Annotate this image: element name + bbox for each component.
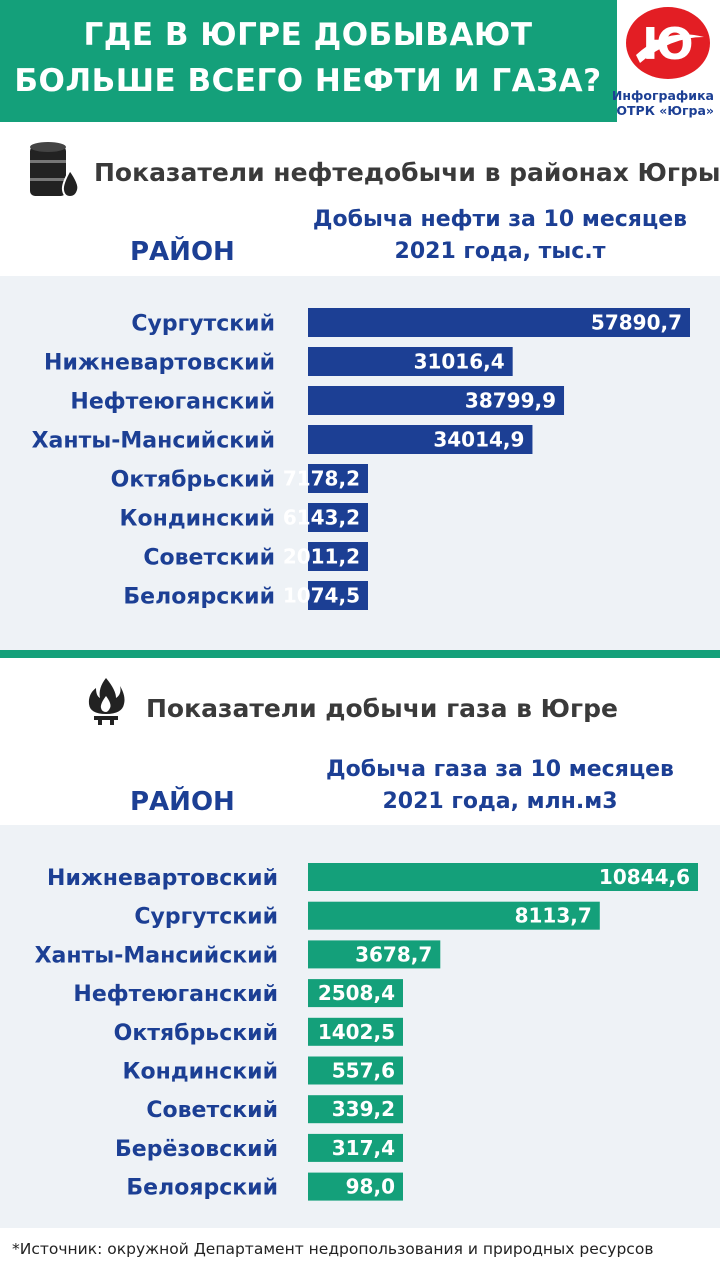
bar-value-label: 1074,5 xyxy=(283,584,360,608)
category-label: Ханты-Мансийский xyxy=(32,429,275,454)
bar-value-label: 6143,2 xyxy=(283,506,360,530)
oil-column-label: РАЙОН xyxy=(130,237,235,267)
bar-value-label: 2011,2 xyxy=(283,545,360,569)
oil-barrel-icon xyxy=(26,140,82,204)
gas-column-label: РАЙОН xyxy=(130,787,235,817)
bar-value-label: 34014,9 xyxy=(433,428,524,452)
logo-caption: Инфографика ОТРК «Югра» xyxy=(612,88,714,118)
bar xyxy=(308,901,600,930)
gas-value-header-line1: Добыча газа за 10 месяцев xyxy=(326,757,674,782)
page-title-line1: ГДЕ В ЮГРЕ ДОБЫВАЮТ xyxy=(83,17,533,53)
category-label: Белоярский xyxy=(126,1176,278,1201)
gas-value-header: Добыча газа за 10 месяцев 2021 года, млн… xyxy=(300,754,700,818)
bar xyxy=(308,863,698,891)
category-label: Берёзовский xyxy=(115,1137,278,1162)
bar xyxy=(308,464,368,493)
category-label: Советский xyxy=(143,546,275,571)
bar-value-label: 10844,6 xyxy=(599,865,690,889)
header-banner: ГДЕ В ЮГРЕ ДОБЫВАЮТ БОЛЬШЕ ВСЕГО НЕФТИ И… xyxy=(0,0,720,122)
category-label: Октябрьский xyxy=(111,468,275,493)
section-divider xyxy=(0,650,720,658)
category-label: Нефтеюганский xyxy=(70,390,275,415)
category-label: Нижневартовский xyxy=(47,866,278,891)
bar xyxy=(308,979,403,1008)
page-title-line2: БОЛЬШЕ ВСЕГО НЕФТИ И ГАЗА? xyxy=(14,63,602,99)
bar xyxy=(308,1017,403,1046)
bar-value-label: 8113,7 xyxy=(515,904,592,928)
bar-value-label: 98,0 xyxy=(346,1175,395,1199)
category-label: Белоярский xyxy=(123,585,275,610)
bar-value-label: 31016,4 xyxy=(414,350,505,374)
gas-section-title: Показатели добычи газа в Югре xyxy=(146,694,618,723)
gas-value-header-line2: 2021 года, млн.м3 xyxy=(382,789,618,814)
bar xyxy=(308,347,513,376)
bar xyxy=(308,1133,403,1162)
bar xyxy=(308,940,441,969)
bar xyxy=(308,308,690,337)
bar-value-label: 1402,5 xyxy=(318,1020,395,1044)
logo-letter: Ю xyxy=(642,19,694,70)
category-label: Ханты-Мансийский xyxy=(35,943,278,968)
bar-value-label: 2508,4 xyxy=(318,981,395,1005)
bar-value-label: 317,4 xyxy=(332,1136,395,1160)
logo-caption-line1: Инфографика xyxy=(611,88,714,103)
oil-value-header-line2: 2021 года, тыс.т xyxy=(394,239,606,264)
bar-value-label: 3678,7 xyxy=(355,942,432,966)
gas-bar-chart: Нижневартовский 10844,6 Сургутский 8113,7 Ха… xyxy=(35,863,698,1201)
category-label: Кондинский xyxy=(123,1060,278,1085)
category-label: Нефтеюганский xyxy=(73,982,278,1007)
category-label: Октябрьский xyxy=(114,1021,278,1046)
bar-value-label: 7178,2 xyxy=(283,467,360,491)
bar xyxy=(308,1095,403,1124)
oil-bar-chart: Сургутский 57890,7 Нижневартовский 31016,4 Н… xyxy=(32,308,690,610)
source-note: *Источник: окружной Департамент недропол… xyxy=(12,1240,654,1258)
bar xyxy=(308,581,368,610)
bar xyxy=(308,425,533,454)
oil-value-header-line1: Добыча нефти за 10 месяцев xyxy=(312,207,688,232)
category-label: Советский xyxy=(146,1098,278,1123)
category-label: Сургутский xyxy=(134,905,278,930)
logo: Ю Инфографика ОТРК «Югра» xyxy=(612,0,720,122)
bar xyxy=(308,386,565,415)
oil-value-header: Добыча нефти за 10 месяцев 2021 года, ты… xyxy=(300,204,700,268)
gas-flame-icon xyxy=(86,676,126,730)
category-label: Кондинский xyxy=(120,507,275,532)
bar-value-label: 339,2 xyxy=(332,1097,395,1121)
bar xyxy=(308,1056,403,1085)
logo-caption-line2: ОТРК «Югра» xyxy=(616,103,714,118)
page-title: ГДЕ В ЮГРЕ ДОБЫВАЮТ БОЛЬШЕ ВСЕГО НЕФТИ И… xyxy=(0,12,616,104)
bar-value-label: 57890,7 xyxy=(591,311,682,335)
logo-mark: Ю xyxy=(626,7,710,79)
bar-value-label: 557,6 xyxy=(332,1059,395,1083)
bar xyxy=(308,1172,403,1201)
category-label: Нижневартовский xyxy=(44,351,275,376)
bar xyxy=(308,503,368,532)
bar-value-label: 38799,9 xyxy=(465,389,556,413)
category-label: Сургутский xyxy=(131,312,275,337)
bar xyxy=(308,542,368,571)
oil-section-title: Показатели нефтедобычи в районах Югры xyxy=(94,158,720,187)
